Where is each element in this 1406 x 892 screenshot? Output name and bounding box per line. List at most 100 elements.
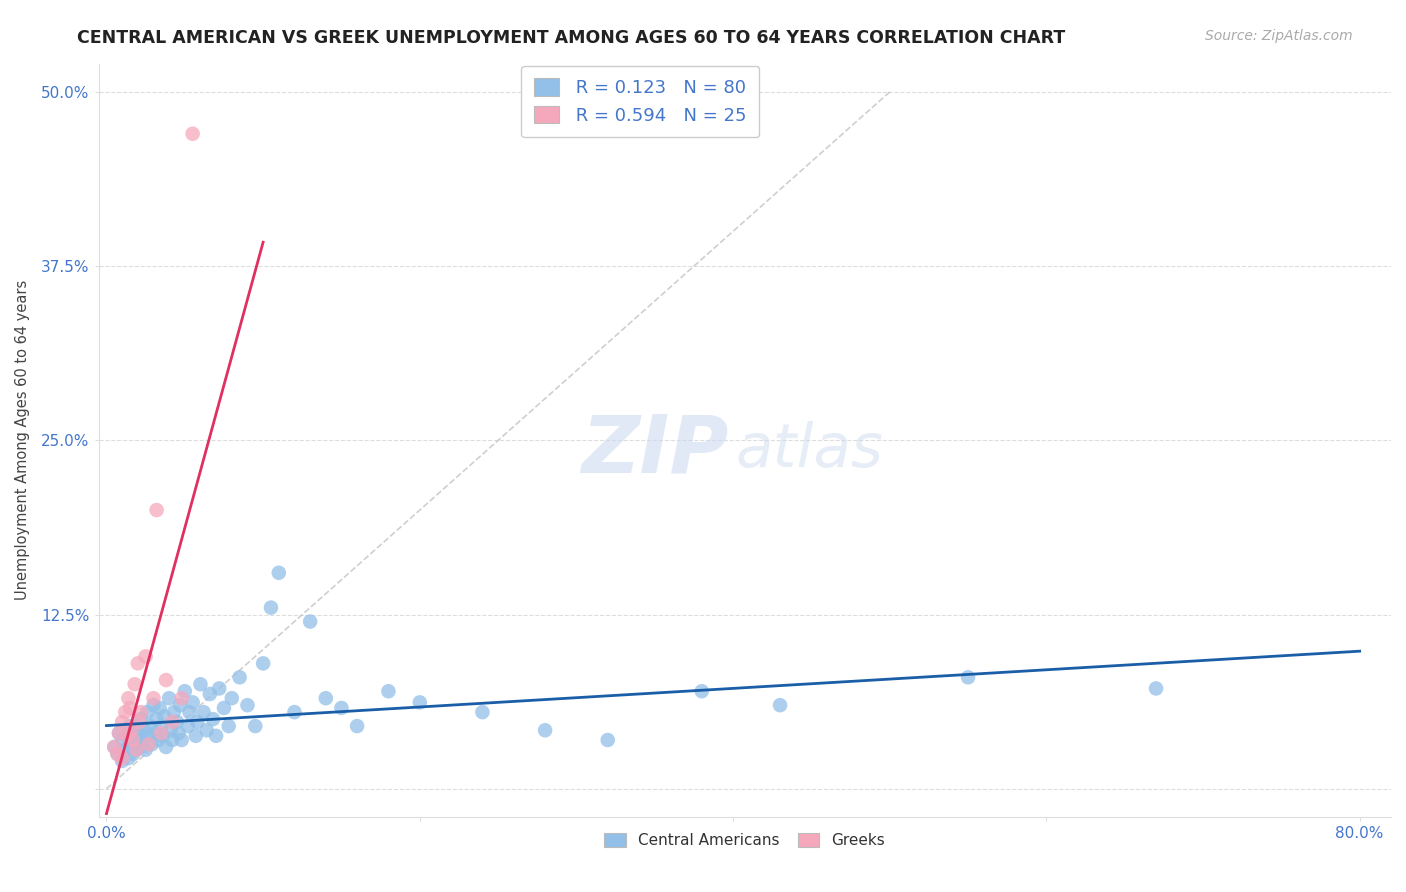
- Point: [179, 705, 201, 719]
- Legend: Central Americans, Greeks: Central Americans, Greeks: [599, 826, 891, 855]
- Text: Source: ZipAtlas.com: Source: ZipAtlas.com: [1205, 29, 1353, 44]
- Point: [346, 719, 368, 733]
- Point: [205, 729, 228, 743]
- Point: [122, 733, 145, 747]
- Point: [177, 719, 200, 733]
- Point: [127, 719, 149, 733]
- Point: [596, 733, 619, 747]
- Point: [162, 714, 184, 729]
- Point: [190, 677, 212, 691]
- Point: [118, 737, 141, 751]
- Point: [143, 726, 166, 740]
- Point: [124, 723, 146, 738]
- Point: [155, 673, 177, 687]
- Point: [170, 691, 193, 706]
- Point: [132, 723, 155, 738]
- Point: [117, 751, 139, 765]
- Point: [111, 733, 134, 747]
- Point: [107, 747, 129, 761]
- Point: [198, 687, 221, 701]
- Point: [260, 600, 283, 615]
- Point: [114, 705, 136, 719]
- Point: [128, 714, 150, 729]
- Y-axis label: Unemployment Among Ages 60 to 64 years: Unemployment Among Ages 60 to 64 years: [15, 280, 30, 600]
- Point: [127, 733, 149, 747]
- Point: [125, 743, 148, 757]
- Point: [153, 709, 176, 723]
- Point: [150, 726, 173, 740]
- Point: [125, 743, 148, 757]
- Point: [135, 649, 157, 664]
- Point: [111, 714, 134, 729]
- Point: [152, 729, 174, 743]
- Point: [267, 566, 290, 580]
- Point: [118, 719, 141, 733]
- Point: [115, 729, 138, 743]
- Point: [138, 737, 160, 751]
- Point: [103, 739, 125, 754]
- Point: [145, 712, 167, 726]
- Text: CENTRAL AMERICAN VS GREEK UNEMPLOYMENT AMONG AGES 60 TO 64 YEARS CORRELATION CHA: CENTRAL AMERICAN VS GREEK UNEMPLOYMENT A…: [77, 29, 1066, 47]
- Point: [108, 726, 131, 740]
- Point: [141, 737, 163, 751]
- Point: [236, 698, 259, 713]
- Point: [129, 705, 152, 719]
- Point: [117, 691, 139, 706]
- Point: [471, 705, 494, 719]
- Point: [283, 705, 305, 719]
- Point: [245, 719, 267, 733]
- Point: [124, 739, 146, 754]
- Point: [173, 684, 195, 698]
- Point: [162, 733, 184, 747]
- Point: [208, 681, 231, 696]
- Point: [128, 729, 150, 743]
- Point: [167, 726, 190, 740]
- Point: [122, 747, 145, 761]
- Point: [195, 723, 218, 738]
- Point: [1144, 681, 1167, 696]
- Point: [114, 743, 136, 757]
- Point: [409, 695, 432, 709]
- Point: [228, 670, 250, 684]
- Point: [131, 733, 153, 747]
- Point: [138, 729, 160, 743]
- Point: [159, 723, 181, 738]
- Point: [103, 739, 125, 754]
- Point: [330, 701, 353, 715]
- Point: [166, 714, 188, 729]
- Point: [111, 751, 134, 765]
- Point: [129, 739, 152, 754]
- Point: [690, 684, 713, 698]
- Point: [163, 705, 186, 719]
- Point: [769, 698, 792, 713]
- Point: [186, 714, 208, 729]
- Point: [201, 712, 224, 726]
- Point: [377, 684, 399, 698]
- Point: [107, 747, 129, 761]
- Point: [142, 691, 165, 706]
- Point: [299, 615, 322, 629]
- Point: [111, 754, 134, 768]
- Point: [124, 677, 146, 691]
- Point: [315, 691, 337, 706]
- Point: [142, 698, 165, 713]
- Point: [139, 719, 162, 733]
- Point: [193, 705, 215, 719]
- Point: [135, 743, 157, 757]
- Point: [145, 503, 167, 517]
- Point: [252, 657, 274, 671]
- Point: [149, 701, 172, 715]
- Point: [108, 726, 131, 740]
- Point: [218, 719, 240, 733]
- Point: [169, 698, 191, 713]
- Point: [957, 670, 980, 684]
- Point: [146, 733, 169, 747]
- Point: [157, 691, 180, 706]
- Point: [534, 723, 557, 738]
- Point: [184, 729, 207, 743]
- Point: [155, 739, 177, 754]
- Point: [121, 729, 143, 743]
- Point: [181, 695, 204, 709]
- Point: [115, 729, 138, 743]
- Point: [170, 733, 193, 747]
